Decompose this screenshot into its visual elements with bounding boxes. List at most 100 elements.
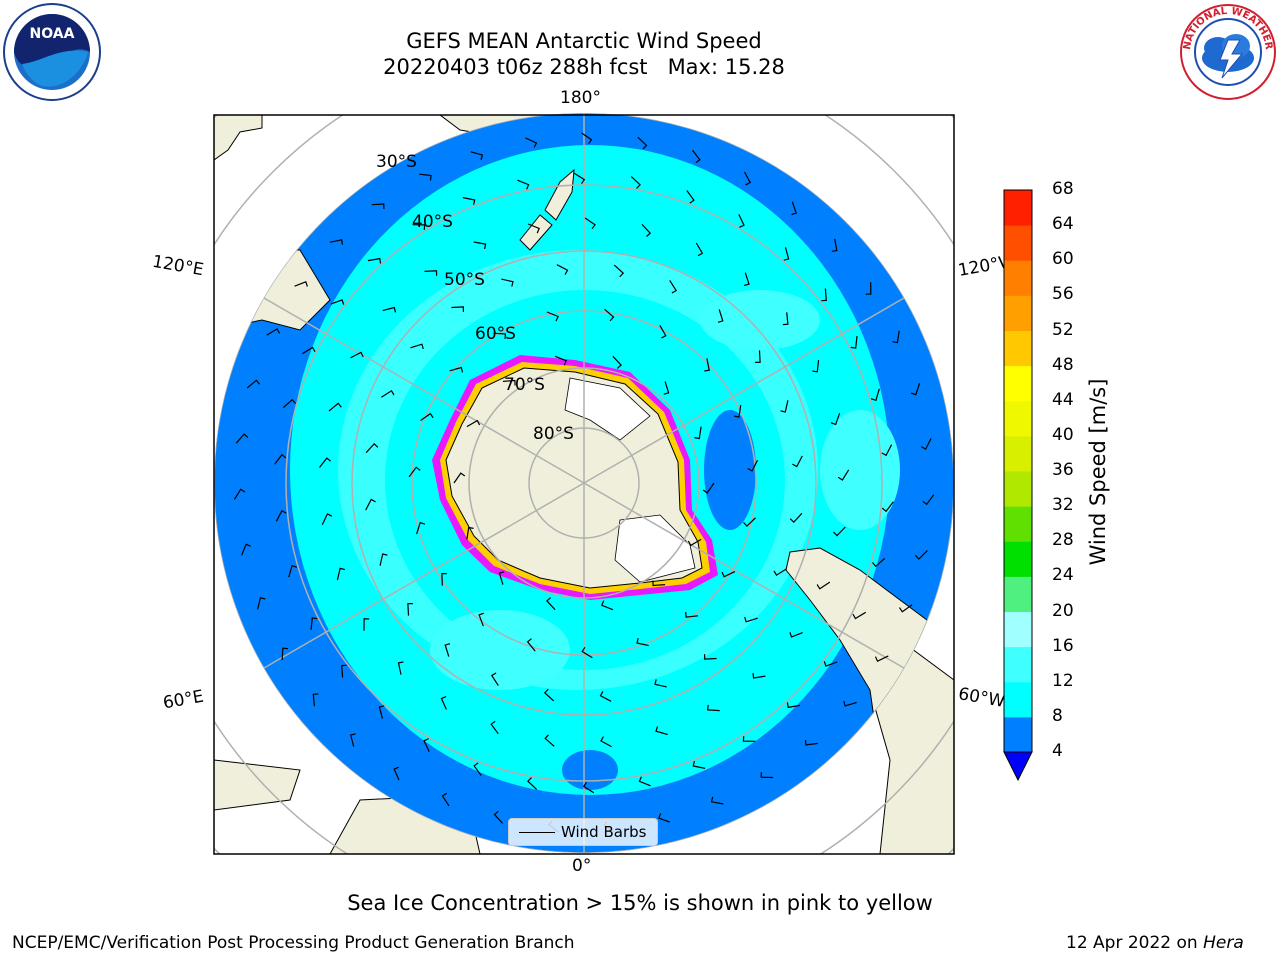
- wind-barb: [546, 311, 559, 322]
- wind-barb: [266, 328, 281, 336]
- graticule: [214, 113, 954, 853]
- wind-barb: [852, 611, 867, 620]
- wind-barb: [341, 664, 347, 678]
- wind-barb: [235, 433, 249, 444]
- wind-barb: [381, 389, 395, 398]
- wind-barb: [281, 647, 288, 661]
- wind-barb: [831, 238, 838, 252]
- wind-barb: [330, 299, 345, 305]
- footer-host: Hera: [1203, 933, 1244, 953]
- wind-barb: [246, 379, 260, 389]
- colorbar-tick-label: 60: [1052, 249, 1074, 270]
- wind-barb: [257, 596, 266, 610]
- lat-label-40s: 40°S: [412, 212, 453, 232]
- wind-barb: [473, 241, 487, 250]
- wind-barb: [350, 351, 364, 359]
- wind-barb: [921, 438, 932, 450]
- colorbar-band: [1004, 260, 1032, 296]
- wind-barb: [717, 309, 724, 323]
- wind-barb: [663, 381, 670, 395]
- wind-barb: [546, 597, 556, 611]
- wind-barb: [843, 700, 857, 707]
- wind-barb: [453, 472, 466, 484]
- wind-barb: [743, 171, 752, 186]
- wind-barb: [349, 733, 356, 747]
- title-line2: 20220403 t06z 288h fcst Max: 15.28: [383, 55, 785, 79]
- wind-barb: [584, 217, 596, 230]
- wind-barb: [233, 488, 246, 500]
- wind-barb: [412, 224, 426, 230]
- colorbar-band: [1004, 225, 1032, 261]
- wind-barb: [782, 312, 789, 326]
- wind-barb: [490, 672, 499, 686]
- wind-barb: [742, 736, 756, 742]
- wind-barb: [612, 355, 622, 369]
- colorbar-band: [1004, 506, 1032, 542]
- wind-barb: [733, 405, 742, 418]
- wind-barb: [837, 469, 850, 481]
- colorbar-tick-label: 56: [1052, 284, 1074, 305]
- wind-barb: [638, 776, 651, 787]
- wind-barb: [892, 330, 900, 344]
- colorbar-tick-label: 68: [1052, 179, 1074, 199]
- wind-barb: [637, 136, 648, 150]
- wind-barb: [397, 661, 404, 675]
- wind-barb: [641, 223, 652, 237]
- colorbar-band: [1004, 471, 1032, 507]
- colorbar-band: [1004, 400, 1032, 437]
- wind-barb: [527, 223, 540, 234]
- wind-barb: [378, 705, 385, 719]
- wind-barb: [365, 442, 379, 454]
- wind-barb: [738, 214, 745, 228]
- map-frame: [213, 114, 955, 855]
- wind-barb: [823, 661, 838, 667]
- wind-barb: [743, 517, 756, 527]
- wind-barb: [501, 278, 514, 287]
- wind-barb: [554, 355, 567, 366]
- wind-barb: [780, 400, 789, 413]
- wind-barb: [336, 567, 346, 581]
- wind-barb: [694, 426, 702, 440]
- lon-label-180: 180°: [560, 88, 601, 108]
- wind-barb: [274, 453, 287, 465]
- wind-barb: [783, 247, 790, 261]
- colorbar-band: [1004, 541, 1032, 577]
- wind-barb: [310, 617, 318, 630]
- colorbar-tick-label: 4: [1052, 741, 1063, 761]
- wind-barb: [517, 179, 530, 190]
- noaa-logo: NOAA: [2, 2, 102, 102]
- wind-barb: [791, 201, 797, 216]
- wind-barb: [440, 696, 447, 710]
- lat-label-70s: 70°S: [504, 375, 545, 395]
- lat-label-30s: 30°S: [376, 152, 417, 172]
- wind-barb: [812, 359, 820, 373]
- colorbar-band: [1004, 365, 1032, 402]
- colorbar-band: [1004, 611, 1032, 648]
- wind-barb: [773, 568, 787, 577]
- wind-barb: [444, 643, 451, 657]
- colorbar-tick-label: 40: [1052, 424, 1074, 445]
- wind-barb: [493, 810, 504, 824]
- wind-barb: [526, 638, 536, 652]
- footer-branch: NCEP/EMC/Verification Post Processing Pr…: [12, 933, 575, 953]
- wind-barb: [582, 781, 595, 794]
- wind-barb: [604, 308, 615, 322]
- wind-barb: [393, 766, 400, 781]
- wind-barb: [721, 571, 736, 578]
- sea-ice-caption: Sea Ice Concentration > 15% is shown in …: [347, 891, 933, 915]
- wind-barb: [441, 792, 450, 807]
- colorbar-tick-label: 16: [1052, 635, 1074, 656]
- wind-barb: [556, 264, 569, 275]
- wind-barb: [490, 720, 499, 735]
- wind-barb: [752, 672, 766, 679]
- wind-barb: [872, 557, 886, 568]
- colorbar-tick-label: 36: [1052, 460, 1074, 480]
- colorbar-tick-label: 24: [1052, 565, 1074, 586]
- nws-logo: NATIONAL WEATHER SERVICE: [1174, 0, 1278, 102]
- colorbar-tick-label: 52: [1052, 319, 1074, 340]
- wind-barb: [275, 509, 287, 522]
- wind-barb: [498, 571, 505, 585]
- wind-barb: [881, 501, 894, 513]
- wind-barbs-legend: Wind Barbs: [508, 818, 658, 846]
